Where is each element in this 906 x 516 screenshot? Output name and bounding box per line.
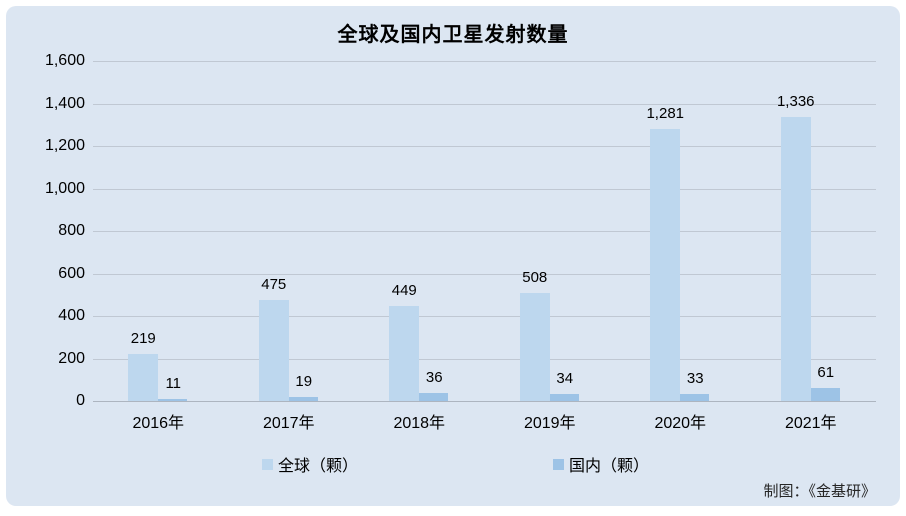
bar-value-label: 19 (295, 372, 313, 390)
bar-domestic (680, 394, 710, 401)
bar-domestic (419, 393, 449, 401)
x-axis-category-label: 2016年 (132, 415, 185, 432)
y-axis-tick-label: 1,400 (44, 94, 85, 112)
bar-domestic (810, 388, 840, 401)
bar-value-label: 449 (391, 281, 417, 299)
bar-domestic (158, 398, 188, 401)
y-axis-tick-label: 200 (58, 349, 85, 367)
plot-area: 219 11 475 19 449 36 508 34 1,281 33 1,336 61 (93, 61, 876, 402)
legend-item-global: 全球（颗） (262, 454, 359, 475)
bar-value-label: 508 (522, 269, 548, 287)
bar-global (519, 293, 550, 401)
bar-global (258, 300, 289, 401)
x-axis: 2016年 2017年 2018年 2019年 2020年 2021年 (93, 409, 876, 432)
gridline (93, 231, 876, 232)
gridline (93, 103, 876, 105)
y-axis-tick-label: 600 (58, 264, 85, 282)
bar-global (650, 128, 681, 401)
credit-text: 制图：《金基研》 (763, 483, 876, 500)
y-axis: 0 200 400 600 800 1,000 1,200 1,400 1,600 (6, 52, 85, 409)
bar-value-label: 33 (686, 370, 704, 387)
bar-global (128, 354, 159, 401)
y-axis-tick-label: 1,600 (44, 52, 85, 69)
x-axis-category-label: 2017年 (262, 415, 315, 432)
gridline (93, 61, 876, 62)
bar-global (389, 305, 420, 401)
bar-global (780, 117, 811, 401)
bar-value-label: 61 (817, 364, 835, 382)
chart-panel: 全球及国内卫星发射数量 0 200 400 600 800 1,000 1,200 1,400… (6, 6, 900, 506)
domestic-series-swatch-icon (553, 458, 564, 470)
bar-value-label: 219 (130, 330, 156, 348)
gridline (93, 358, 876, 360)
bar-value-label: 1,281 (646, 104, 685, 122)
x-axis-category-label: 2018年 (393, 415, 446, 432)
bar-value-label: 475 (261, 276, 287, 294)
bar-value-label: 36 (425, 369, 443, 387)
chart-title: 全球及国内卫星发射数量 (337, 24, 569, 46)
legend-label-domestic: 国内（颗） (569, 458, 650, 475)
y-axis-tick-label: 1,200 (44, 137, 85, 154)
gridline (93, 316, 876, 317)
x-axis-category-label: 2019年 (523, 415, 576, 432)
global-series-swatch-icon (262, 458, 273, 470)
gridline (93, 146, 876, 147)
bar-domestic (288, 396, 318, 401)
x-axis-category-label: 2021年 (784, 415, 837, 432)
bar-value-label: 11 (165, 374, 182, 392)
y-axis-tick-label: 1,000 (44, 179, 85, 197)
legend: 全球（颗） 国内（颗） (6, 454, 900, 475)
bar-domestic (549, 393, 579, 401)
gridline (93, 188, 876, 190)
gridline (93, 401, 876, 402)
y-axis-tick-label: 400 (58, 307, 85, 324)
gridline (93, 273, 876, 275)
x-axis-category-label: 2020年 (654, 415, 707, 432)
y-axis-tick-label: 0 (76, 392, 85, 409)
bar-value-label: 34 (556, 369, 574, 387)
bar-value-label: 1,336 (776, 93, 815, 111)
y-axis-tick-label: 800 (58, 222, 85, 239)
legend-label-global: 全球（颗） (278, 458, 359, 475)
legend-item-domestic: 国内（颗） (553, 454, 650, 475)
